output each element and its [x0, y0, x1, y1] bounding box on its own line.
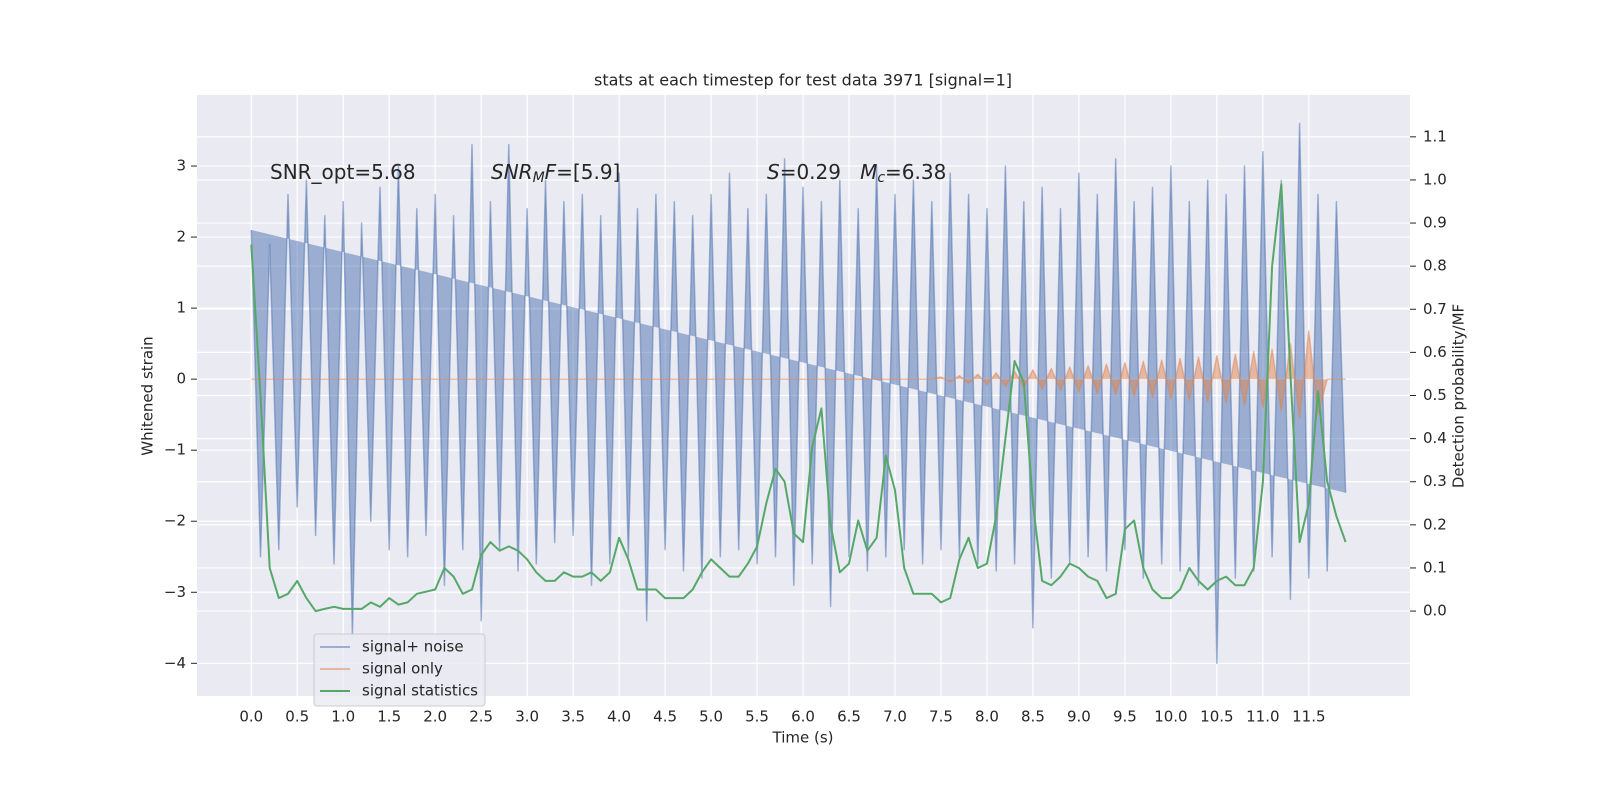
y-tick-label: −4	[164, 654, 186, 672]
x-tick-label: 9.0	[1067, 708, 1091, 726]
y-tick-label: −3	[164, 583, 186, 601]
legend: signal+ noise signal only signal statistic…	[313, 633, 486, 707]
y-axis-label: Whitened strain	[139, 336, 157, 455]
annotation-run: =0.29	[780, 160, 860, 184]
x-tick-label: 1.0	[331, 708, 355, 726]
labels: 0.0 0.5 1.0 1.5 2.0 2.5 3.0 3.5 4.0 4.5 5.0 5.5 6.0 6…	[164, 127, 1447, 725]
x-tick-label: 3.5	[561, 708, 585, 726]
annotation-run: SNR_opt=5.68	[270, 160, 416, 184]
annotation-run: =6.38	[885, 160, 946, 184]
y2-tick-label: 0.6	[1423, 343, 1447, 361]
x-tick-label: 0.0	[239, 708, 263, 726]
y2-tick-label: 0.2	[1423, 515, 1447, 533]
y-tick-label: 1	[176, 299, 186, 317]
y2-axis-label: Detection probability/MF	[1450, 304, 1468, 488]
x-tick-label: 9.5	[1113, 708, 1137, 726]
y2-tick-label: 0.7	[1423, 300, 1447, 318]
x-tick-label: 8.5	[1021, 708, 1045, 726]
x-tick-label: 3.0	[515, 708, 539, 726]
annotation-run: =[5.9]	[556, 160, 620, 184]
series-line	[251, 330, 1346, 419]
series-line	[250, 183, 1347, 613]
x-tick-label: 7.5	[929, 708, 953, 726]
x-tick-label: 1.5	[377, 708, 401, 726]
annotation: SNR_opt=5.68	[270, 160, 416, 184]
y-tick-label: −2	[164, 512, 186, 530]
annotation-run: c	[877, 170, 885, 186]
y2-tick-label: 0.3	[1423, 472, 1447, 490]
x-tick-label: 4.5	[653, 708, 677, 726]
legend-label: signal statistics	[362, 682, 478, 700]
x-tick-label: 11.5	[1292, 708, 1325, 726]
y2-tick-label: 0.5	[1423, 386, 1447, 404]
x-tick-label: 6.0	[791, 708, 815, 726]
x-tick-label: 4.0	[607, 708, 631, 726]
y-tick-label: 0	[176, 370, 186, 388]
annotation: SNRMF=[5.9]	[491, 160, 620, 187]
x-tick-label: 11.0	[1246, 708, 1279, 726]
y2-tick-label: 0.4	[1423, 429, 1447, 447]
legend-label: signal+ noise	[362, 638, 464, 656]
y2-tick-label: 0.1	[1423, 558, 1447, 576]
annotation-run: SNR	[491, 160, 533, 184]
x-tick-label: 5.0	[699, 708, 723, 726]
annotation-run: M	[860, 160, 877, 184]
y2-tick-label: 1.1	[1423, 127, 1447, 145]
x-axis-label: Time (s)	[772, 729, 834, 747]
x-tick-label: 2.5	[469, 708, 493, 726]
x-tick-label: 2.0	[423, 708, 447, 726]
y2-tick-label: 1.0	[1423, 170, 1447, 188]
x-tick-label: 10.0	[1154, 708, 1187, 726]
y2-tick-label: 0.0	[1423, 602, 1447, 620]
legend-label: signal only	[362, 660, 443, 678]
annotation-run: M	[533, 170, 545, 186]
annotation-run: S	[767, 160, 780, 184]
x-tick-label: 7.0	[883, 708, 907, 726]
y2-tick-label: 0.9	[1423, 214, 1447, 232]
x-tick-label: 10.5	[1200, 708, 1233, 726]
chart-title: stats at each timestep for test data 397…	[594, 71, 1012, 90]
x-tick-label: 6.5	[837, 708, 861, 726]
y2-tick-label: 0.8	[1423, 257, 1447, 275]
annotation-run: F	[545, 160, 557, 184]
x-tick-label: 8.0	[975, 708, 999, 726]
annotation: S=0.29 Mc=6.38	[767, 160, 946, 187]
y-tick-label: −1	[164, 441, 186, 459]
marks	[250, 122, 1347, 665]
y-tick-label: 2	[176, 228, 186, 246]
x-tick-label: 5.5	[745, 708, 769, 726]
legend-box	[313, 633, 486, 707]
x-tick-label: 0.5	[285, 708, 309, 726]
series-line	[250, 122, 1347, 665]
y-tick-label: 3	[176, 157, 186, 175]
